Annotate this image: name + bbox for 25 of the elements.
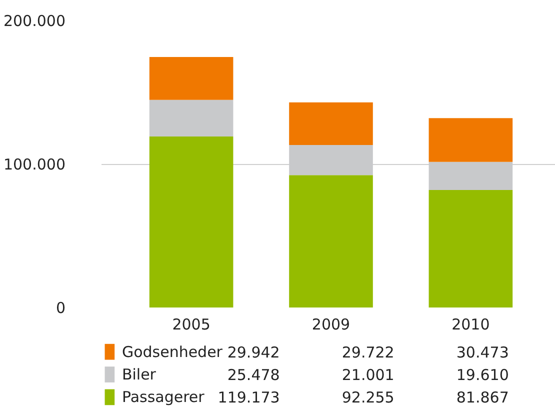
legend-label: Passagerer [122, 388, 206, 406]
y-tick-label: 100.000 [3, 156, 66, 174]
x-tick-label: 2009 [312, 316, 350, 334]
y-tick-label: 200.000 [3, 12, 66, 30]
x-tick-label: 2010 [452, 316, 490, 334]
data-label: 19.610 [456, 366, 509, 384]
data-label: 25.478 [227, 366, 280, 384]
bar [428, 190, 513, 308]
bar [149, 100, 234, 136]
data-label: 30.473 [456, 343, 509, 362]
data-label: 119.173 [218, 388, 280, 407]
bar [149, 56, 234, 100]
legend-label: Biler [122, 366, 157, 384]
x-tick-label: 2005 [172, 316, 210, 334]
data-label: 21.001 [342, 366, 394, 384]
data-label: 81.867 [456, 388, 509, 407]
bar [289, 175, 373, 308]
bar [149, 136, 234, 308]
data-label: 29.942 [227, 343, 280, 362]
data-label: 29.722 [342, 343, 394, 362]
y-tick-label: 0 [56, 299, 66, 317]
data-label: 92.255 [342, 388, 394, 407]
bar [289, 102, 373, 145]
bar [428, 118, 513, 162]
legend-label: Godsenheder [122, 342, 224, 361]
